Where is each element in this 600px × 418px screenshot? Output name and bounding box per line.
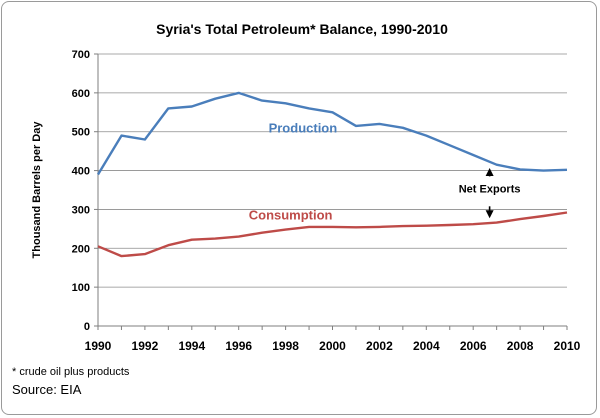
gridlines <box>94 53 567 327</box>
footnote: * crude oil plus products <box>12 366 130 378</box>
x-tick-label-2004: 2004 <box>413 339 440 353</box>
chart-title: Syria's Total Petroleum* Balance, 1990-2… <box>156 21 448 37</box>
x-tick-labels: 1990 1992 1994 1996 1998 2000 2002 2004 2006 2008… <box>85 339 581 353</box>
x-tick-label-1996: 1996 <box>225 339 252 353</box>
y-tick-label-500: 500 <box>72 127 90 139</box>
x-tick-label-2002: 2002 <box>366 339 393 353</box>
x-tick-label-2006: 2006 <box>460 339 487 353</box>
production-line <box>96 91 568 176</box>
y-tick-label-600: 600 <box>72 88 90 100</box>
x-tick-label-1998: 1998 <box>272 339 299 353</box>
y-tick-label-100: 100 <box>72 282 90 294</box>
y-axis-label: Thousand Barrels per Day <box>31 121 43 259</box>
x-tick-label-2010: 2010 <box>554 339 581 353</box>
production-label: Production <box>269 120 338 135</box>
y-tick-labels: 0 100 200 300 400 500 600 700 <box>72 49 90 333</box>
y-tick-label-300: 300 <box>72 204 90 216</box>
series-labels: Production Consumption <box>249 120 338 222</box>
y-tick-label-200: 200 <box>72 243 90 255</box>
y-tick-label-400: 400 <box>72 166 90 178</box>
axes <box>97 54 568 330</box>
x-tick-label-1994: 1994 <box>178 339 205 353</box>
net-exports-arrowhead-down <box>485 210 494 219</box>
consumption-label: Consumption <box>249 208 333 223</box>
net-exports-annotation: Net Exports <box>459 168 521 219</box>
net-exports-arrowhead-up <box>485 168 494 177</box>
consumption-line <box>97 211 568 258</box>
x-tick-label-1992: 1992 <box>132 339 159 353</box>
x-tick-label-2008: 2008 <box>507 339 534 353</box>
series-lines <box>96 91 568 258</box>
y-tick-label-0: 0 <box>84 321 90 333</box>
source-note: Source: EIA <box>12 382 82 397</box>
x-tick-label-1990: 1990 <box>85 339 112 353</box>
net-exports-label: Net Exports <box>459 184 521 196</box>
x-tick-label-2000: 2000 <box>319 339 346 353</box>
y-tick-label-700: 700 <box>72 49 90 61</box>
